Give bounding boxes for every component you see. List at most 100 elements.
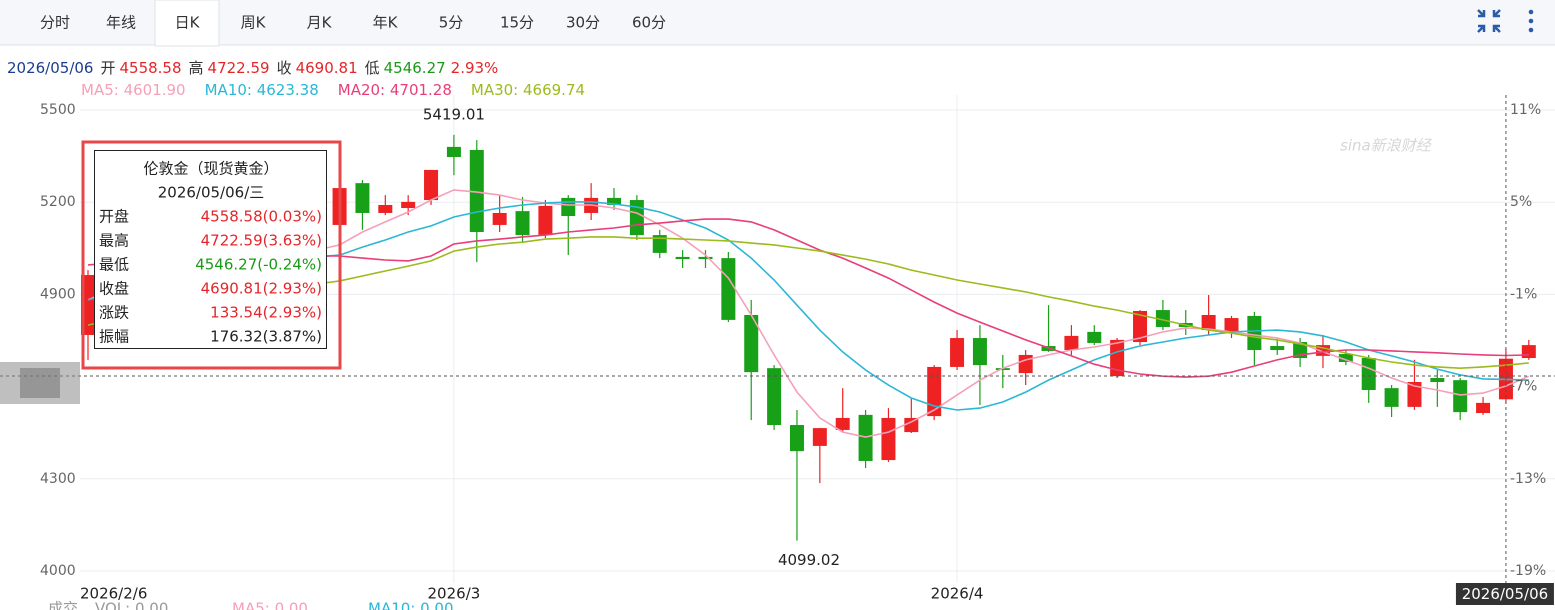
icon-part (1492, 9, 1501, 18)
active-tab (154, 0, 220, 47)
compress-icon[interactable] (1477, 9, 1501, 33)
tooltip-label: 最低 (99, 256, 129, 274)
y-tick-label: 5500 (40, 102, 76, 118)
volume-text: VOL: 0.00 (95, 600, 168, 610)
candle-body (904, 417, 919, 433)
ma-line (87, 189, 1530, 438)
quote-value: 4546.27 (384, 59, 446, 77)
quote-value: 4722.59 (208, 59, 270, 77)
candle-body (675, 256, 690, 260)
toolbar (0, 0, 1555, 45)
candle-body (1018, 354, 1033, 374)
candle-body (446, 146, 461, 158)
candle-body (424, 169, 439, 201)
candle-body (629, 200, 644, 236)
y-tick-label: 5200 (40, 194, 76, 210)
candle-body (767, 368, 782, 426)
tab-label[interactable]: 15分 (500, 14, 534, 32)
y2-tick-label: -19% (1510, 563, 1546, 579)
candle-body (652, 235, 667, 253)
y2-tick-label: 5% (1510, 194, 1532, 210)
candle-body (378, 204, 393, 213)
low-label: 4099.02 (778, 551, 840, 569)
volume-text: 成交 (48, 600, 78, 610)
y2-tick-label: -13% (1510, 471, 1546, 487)
candle-body (607, 197, 622, 205)
candle-body (835, 417, 850, 430)
candle-body (1133, 310, 1148, 343)
dot (1528, 18, 1534, 24)
candle-body (881, 417, 896, 461)
candle-body (538, 205, 553, 236)
quote-label: 收 (277, 59, 292, 77)
quote-value: 4558.58 (119, 59, 181, 77)
icon-part (1477, 9, 1486, 18)
candle-body (721, 258, 736, 320)
tooltip-value: 4690.81(2.93%) (201, 280, 322, 298)
tooltip-date: 2026/05/06/三 (158, 184, 265, 202)
legend-entry: MA10: 4623.38 (205, 81, 319, 99)
candle-body (1155, 310, 1170, 327)
quote-label: 高 (189, 59, 204, 77)
candle-body (972, 338, 987, 366)
y-tick-label: 4300 (40, 471, 76, 487)
tooltip-value: 176.32(3.87%) (210, 328, 322, 346)
candle-body (1224, 318, 1239, 332)
tab-label[interactable]: 年K (373, 14, 399, 32)
tab-label[interactable]: 周K (241, 14, 267, 32)
tab-label[interactable]: 分时 (40, 14, 70, 32)
candle-body (744, 314, 759, 373)
tab-label[interactable]: 30分 (566, 14, 600, 32)
dot (1528, 9, 1534, 15)
y-tick-label: 4900 (40, 286, 76, 302)
tooltip-highlight (81, 140, 342, 370)
crosshair: 2026/05/06 (1455, 95, 1554, 605)
volume-text: MA10: 0.00 (368, 600, 454, 610)
tooltip-label: 振幅 (99, 328, 129, 346)
candle-body (1476, 402, 1491, 414)
tab-label[interactable]: 5分 (439, 14, 464, 32)
quote-date: 2026/05/06 (7, 59, 93, 77)
candle-body (1430, 377, 1445, 382)
candle-body (812, 428, 827, 446)
candle-body (1247, 315, 1262, 351)
candle-body (1521, 345, 1536, 359)
icon-part (1477, 24, 1486, 33)
candle-body (1453, 380, 1468, 413)
x-tick-label: 2026/4 (931, 585, 984, 603)
tooltip-label: 涨跌 (99, 304, 129, 322)
tooltip-label: 最高 (99, 232, 129, 250)
candle-body (950, 338, 965, 367)
candle-body (561, 197, 576, 217)
legend-entry: MA20: 4701.28 (338, 81, 452, 99)
candle-body (355, 183, 370, 213)
quote-label: 开 (100, 59, 115, 77)
candle-body (858, 414, 873, 461)
tab-label[interactable]: 月K (307, 14, 333, 32)
dot (1528, 27, 1534, 33)
tooltip-value: 4722.59(3.63%) (201, 232, 322, 250)
menu-icon[interactable] (1528, 9, 1534, 33)
candle-body (515, 211, 530, 236)
legend-entry: MA5: 4601.90 (81, 81, 186, 99)
candle-body (927, 366, 942, 417)
volume-bar: 成交 VOL: 0.00 MA5: 0.00 MA10: 0.00 (48, 600, 454, 610)
tab-label[interactable]: 60分 (632, 14, 666, 32)
tab-label[interactable]: 日K (175, 14, 201, 32)
volume-text: MA5: 0.00 (232, 600, 308, 610)
candle-body (1338, 354, 1353, 363)
legend-entry: MA30: 4669.74 (471, 81, 585, 99)
y2-tick-label: -7% (1510, 379, 1537, 395)
tooltip-label: 开盘 (99, 208, 129, 226)
tooltip-label: 收盘 (99, 280, 129, 298)
tooltip: 伦敦金（现货黄金） 2026/05/06/三开盘 4558.58(0.03%) 最高 4… (81, 140, 342, 370)
y2-tick-label: 11% (1510, 102, 1541, 118)
y2-tick-label: -1% (1510, 286, 1537, 302)
ma-line (87, 218, 1529, 378)
y-tick-label: 4000 (40, 563, 76, 579)
candle-body (789, 425, 804, 452)
tooltip-title: 伦敦金（现货黄金） (143, 160, 278, 178)
tab-label[interactable]: 年线 (106, 14, 136, 32)
